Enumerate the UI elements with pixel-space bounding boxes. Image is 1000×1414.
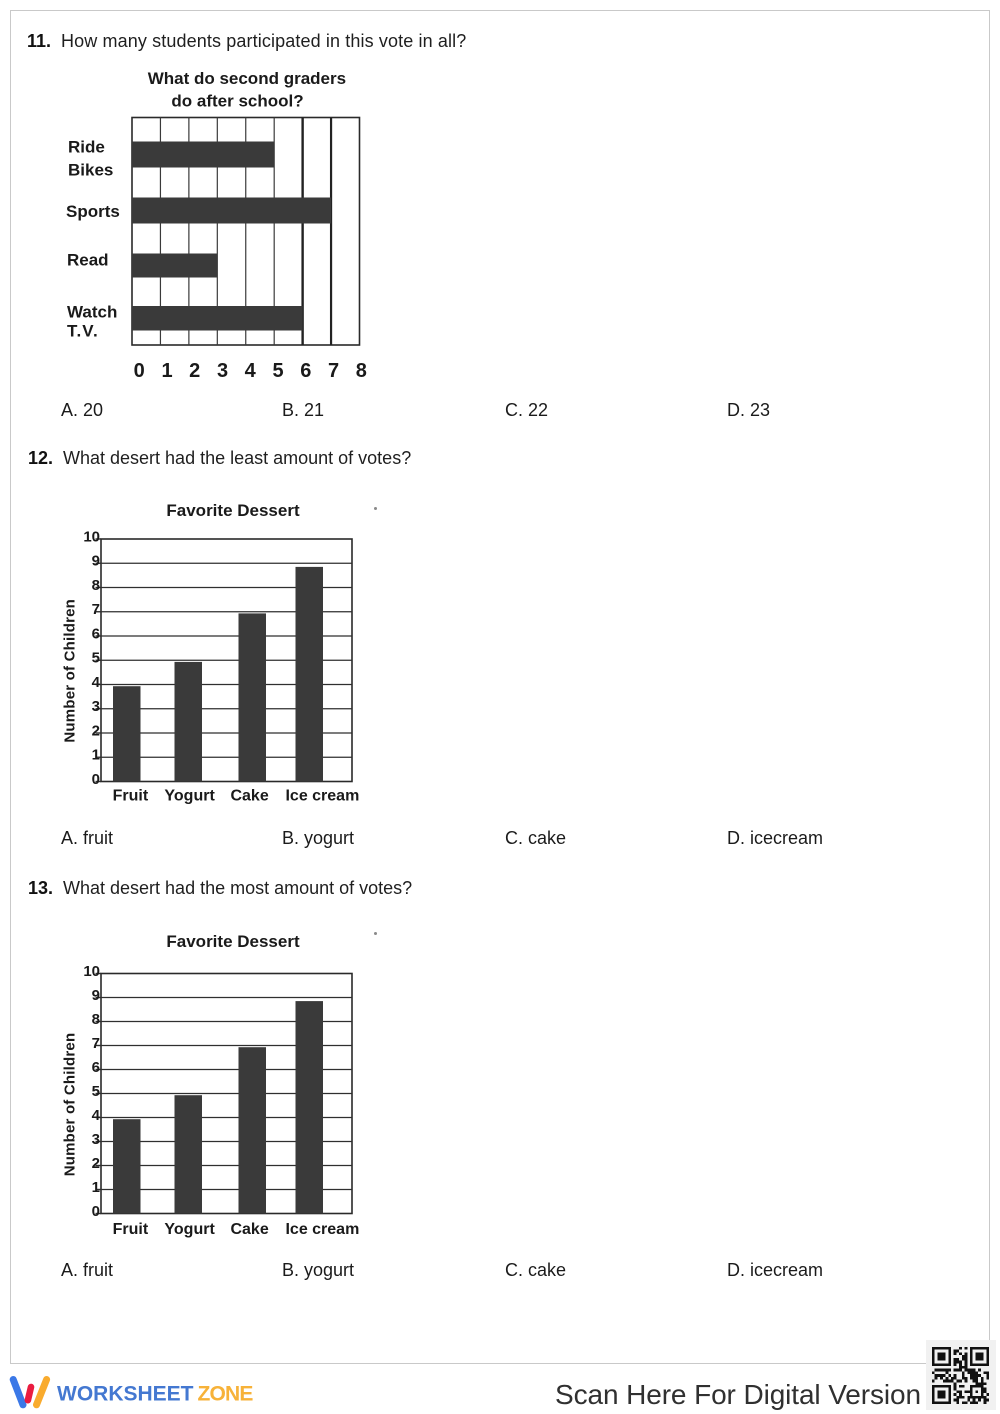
svg-text:9: 9 xyxy=(92,987,100,1004)
svg-text:4: 4 xyxy=(245,360,257,382)
svg-text:Cake: Cake xyxy=(230,1221,268,1238)
svg-text:2: 2 xyxy=(92,722,100,739)
svg-text:5: 5 xyxy=(272,360,283,382)
svg-text:Ice cream: Ice cream xyxy=(285,788,359,805)
svg-text:5: 5 xyxy=(92,1083,100,1100)
svg-text:2: 2 xyxy=(92,1155,100,1172)
svg-text:Sports: Sports xyxy=(66,202,120,221)
svg-text:Number of Children: Number of Children xyxy=(61,599,78,743)
svg-text:6: 6 xyxy=(300,360,311,382)
svg-text:6: 6 xyxy=(92,625,100,642)
svg-text:Read: Read xyxy=(67,251,109,270)
svg-text:0: 0 xyxy=(92,771,100,788)
svg-text:T.V.: T.V. xyxy=(67,322,99,341)
svg-text:7: 7 xyxy=(328,360,339,382)
svg-text:Ride: Ride xyxy=(68,138,105,157)
svg-text:8: 8 xyxy=(92,1011,100,1028)
svg-text:8: 8 xyxy=(92,577,100,594)
svg-text:Favorite Dessert: Favorite Dessert xyxy=(166,932,300,951)
svg-text:6: 6 xyxy=(92,1059,100,1076)
svg-text:Yogurt: Yogurt xyxy=(164,788,215,805)
svg-text:0: 0 xyxy=(134,360,145,382)
svg-text:7: 7 xyxy=(92,1035,100,1052)
svg-text:Bikes: Bikes xyxy=(68,161,113,180)
svg-text:0: 0 xyxy=(92,1203,100,1220)
svg-text:1: 1 xyxy=(161,360,172,382)
svg-text:1: 1 xyxy=(92,1179,100,1196)
svg-text:do after school?: do after school? xyxy=(171,92,303,111)
svg-text:ZONE: ZONE xyxy=(198,1383,254,1406)
svg-text:8: 8 xyxy=(356,360,367,382)
svg-text:5: 5 xyxy=(92,650,100,667)
svg-text:1: 1 xyxy=(92,747,100,764)
svg-text:4: 4 xyxy=(92,674,101,691)
svg-text:4: 4 xyxy=(92,1107,101,1124)
svg-text:Favorite Dessert: Favorite Dessert xyxy=(166,501,300,520)
svg-text:3: 3 xyxy=(92,698,100,715)
svg-text:Yogurt: Yogurt xyxy=(164,1221,215,1238)
svg-text:9: 9 xyxy=(92,553,100,570)
svg-text:3: 3 xyxy=(217,360,228,382)
svg-text:7: 7 xyxy=(92,601,100,618)
svg-text:Fruit: Fruit xyxy=(113,788,149,805)
svg-text:What do second graders: What do second graders xyxy=(148,69,346,88)
svg-text:3: 3 xyxy=(92,1131,100,1148)
svg-text:Fruit: Fruit xyxy=(113,1221,149,1238)
svg-text:Cake: Cake xyxy=(230,788,268,805)
svg-text:Watch: Watch xyxy=(67,303,117,322)
svg-text:Ice cream: Ice cream xyxy=(285,1221,359,1238)
svg-text:WORKSHEET: WORKSHEET xyxy=(57,1383,194,1406)
svg-text:10: 10 xyxy=(83,963,100,980)
svg-text:Number of Children: Number of Children xyxy=(61,1033,78,1177)
svg-text:2: 2 xyxy=(189,360,200,382)
svg-text:10: 10 xyxy=(83,528,100,545)
